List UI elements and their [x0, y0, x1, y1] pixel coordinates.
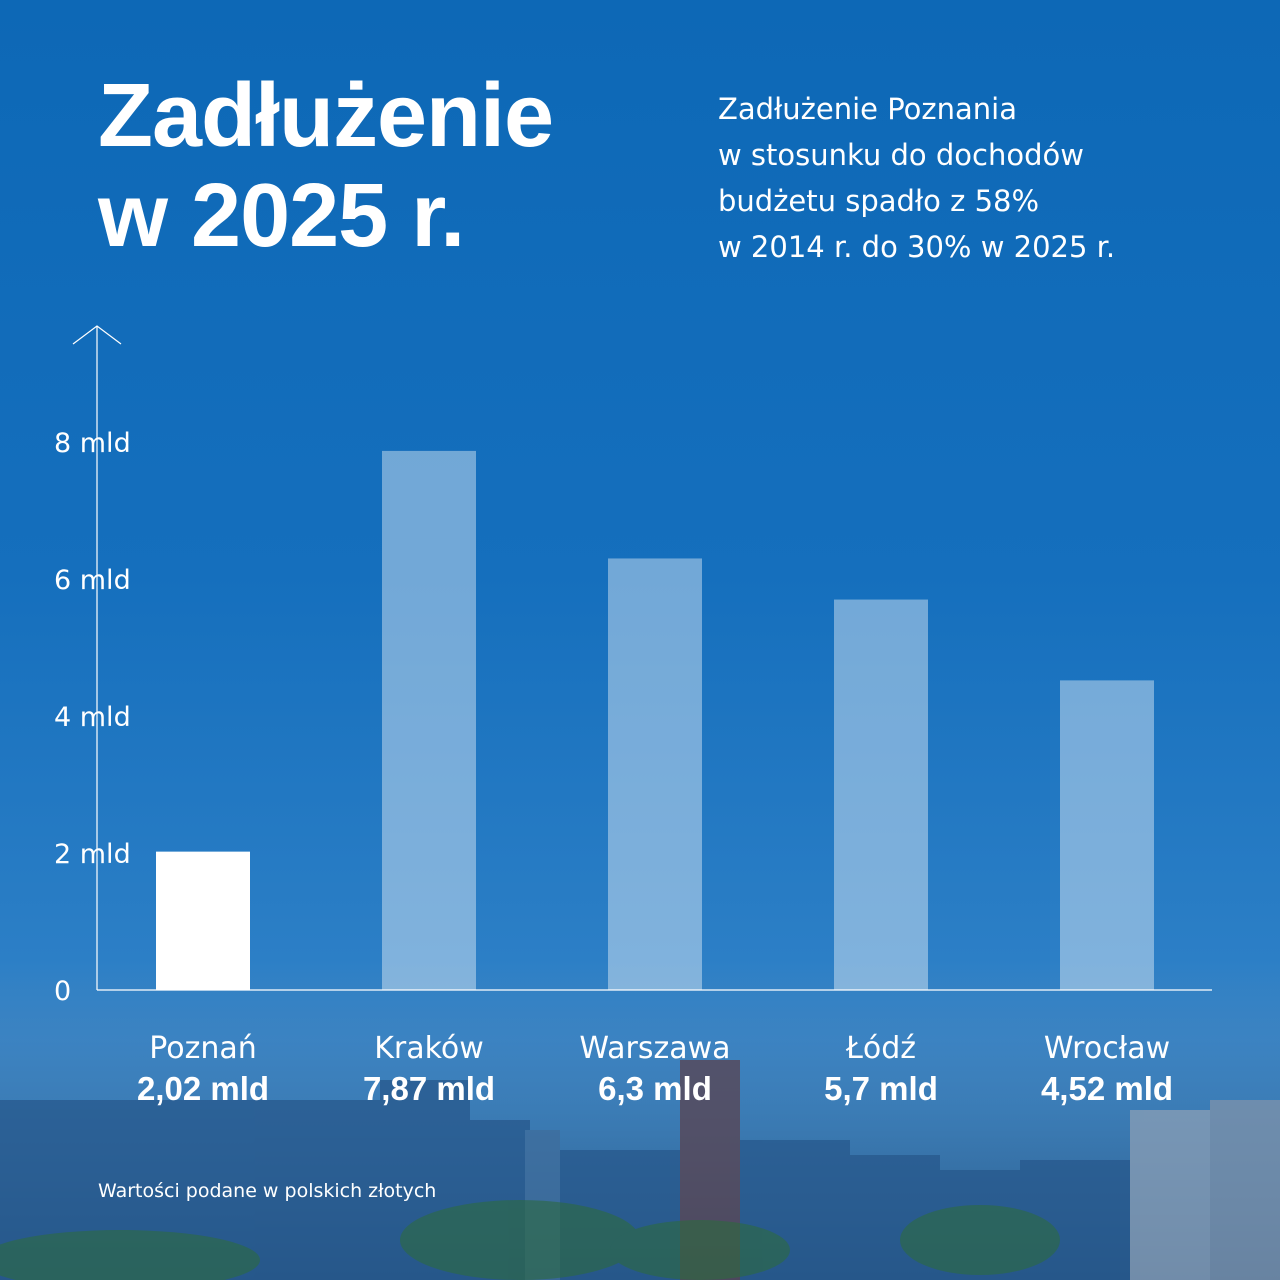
subtitle: Zadłużenie Poznania w stosunku do dochod…: [718, 86, 1238, 270]
y-tick-label: 0: [54, 976, 71, 1007]
bar: [156, 851, 250, 990]
data-label: 5,7 mld: [824, 1070, 938, 1107]
bar: [382, 450, 476, 990]
x-tick-label: Warszawa: [579, 1031, 730, 1066]
title-line-1: Zadłużenie: [98, 66, 554, 166]
y-axis-arrow-icon: [72, 325, 122, 345]
x-tick-label: Łódź: [845, 1031, 916, 1066]
subtitle-line: w 2014 r. do 30% w 2025 r.: [718, 230, 1116, 264]
x-tick-label: Wrocław: [1044, 1031, 1170, 1066]
y-tick-label: 4 mld: [54, 702, 131, 733]
page-title: Zadłużenie w 2025 r.: [98, 66, 554, 266]
bar: [1060, 680, 1154, 990]
bar: [834, 599, 928, 990]
y-tick-label: 8 mld: [54, 428, 131, 459]
data-label: 7,87 mld: [363, 1070, 495, 1107]
y-tick-label: 6 mld: [54, 565, 131, 596]
subtitle-line: Zadłużenie Poznania: [718, 92, 1018, 126]
x-tick-label: Kraków: [374, 1031, 484, 1066]
footnote: Wartości podane w polskich złotych: [98, 1180, 437, 1202]
subtitle-line: budżetu spadło z 58%: [718, 184, 1040, 218]
data-label: 4,52 mld: [1041, 1070, 1173, 1107]
subtitle-line: w stosunku do dochodów: [718, 138, 1084, 172]
data-label: 6,3 mld: [598, 1070, 712, 1107]
title-line-2: w 2025 r.: [98, 166, 465, 266]
y-tick-label: 2 mld: [54, 839, 131, 870]
bar: [608, 558, 702, 990]
data-label: 2,02 mld: [137, 1070, 269, 1107]
x-tick-label: Poznań: [149, 1031, 257, 1066]
